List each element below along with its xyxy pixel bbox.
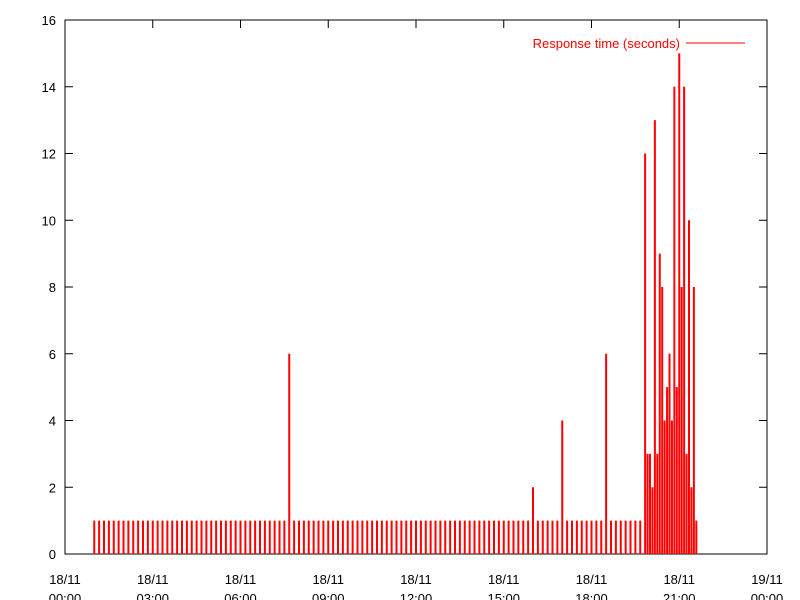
x-tick-label: 18/11 12:00 — [400, 572, 433, 600]
y-tick-label: 4 — [49, 414, 56, 429]
x-tick-label: 18/11 21:00 — [663, 572, 696, 600]
y-tick-label: 14 — [42, 80, 56, 95]
y-tick-label: 8 — [49, 280, 56, 295]
x-tick-label: 18/11 06:00 — [224, 572, 257, 600]
x-tick-label: 18/11 15:00 — [487, 572, 520, 600]
x-tick-label: 19/11 00:00 — [751, 572, 784, 600]
x-tick-label: 18/11 18:00 — [575, 572, 608, 600]
y-tick-label: 10 — [42, 213, 56, 228]
y-tick-label: 0 — [49, 547, 56, 562]
x-tick-label: 18/11 03:00 — [136, 572, 169, 600]
y-tick-label: 2 — [49, 480, 56, 495]
x-tick-label: 18/11 09:00 — [312, 572, 345, 600]
x-tick-label: 18/11 00:00 — [49, 572, 82, 600]
legend-label: Response time (seconds) — [533, 36, 680, 51]
y-tick-label: 6 — [49, 347, 56, 362]
y-tick-label: 16 — [42, 13, 56, 28]
y-tick-label: 12 — [42, 147, 56, 162]
